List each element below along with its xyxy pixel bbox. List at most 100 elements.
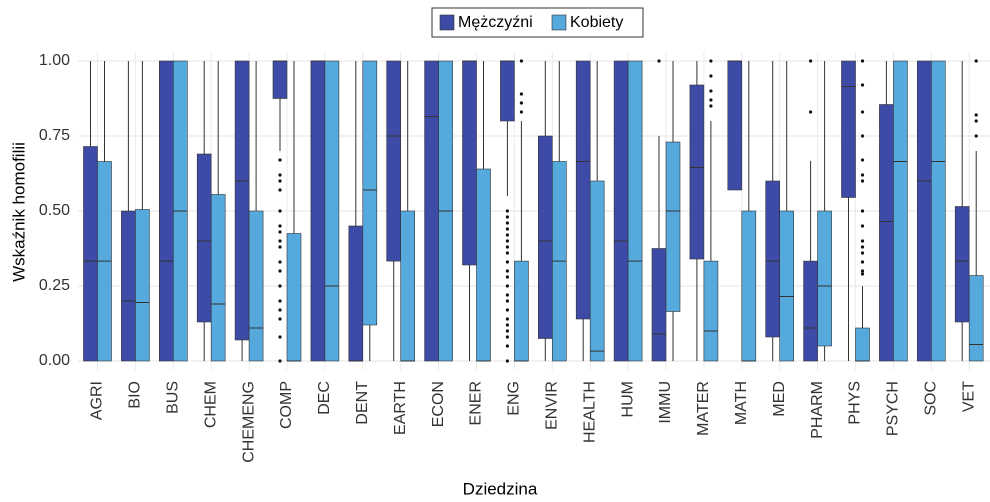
outlier [709,104,713,108]
outlier [709,74,713,78]
box [817,210,832,347]
box [400,210,416,362]
outlier [505,215,509,219]
outlier [505,308,509,312]
outlier [278,284,282,288]
box [135,209,150,362]
x-tick-label: PHYS [847,381,864,425]
outlier [278,230,282,234]
box [689,84,705,260]
outlier [505,275,509,279]
outlier [505,329,509,333]
outlier [278,335,282,339]
outlier [278,173,282,177]
box [500,60,515,122]
outlier [505,227,509,231]
box [83,146,98,362]
box [159,60,174,362]
box [703,260,719,362]
legend-label: Kobiety [570,14,623,31]
x-tick-label: DENT [354,381,371,425]
outlier [505,269,509,273]
box [234,60,250,341]
outlier [860,59,865,63]
y-tick-label: 0.25 [39,277,70,294]
y-tick-label: 1.00 [39,52,70,69]
box [613,60,629,362]
box [575,60,591,320]
x-tick-label: BUS [165,381,182,414]
box [210,194,226,362]
outlier [505,260,509,264]
box [310,60,326,362]
box [651,248,667,362]
box [916,60,932,362]
outlier [974,119,978,123]
box [537,135,553,339]
outlier [278,299,282,303]
box [121,210,136,362]
outlier [505,209,509,213]
box [386,60,402,262]
outlier [278,260,282,264]
box [248,210,264,362]
box [362,60,378,326]
outlier [505,239,509,243]
box [476,168,491,362]
x-tick-label: COMP [278,381,295,429]
x-tick-label: MATER [695,381,712,436]
y-tick-label: 0.75 [39,127,70,144]
box [514,260,529,362]
outlier [519,92,524,96]
outlier [278,188,282,192]
outlier [278,158,282,162]
x-tick-label: MATH [733,381,750,425]
outlier [278,308,282,312]
box [462,60,477,266]
box [627,60,643,362]
x-tick-label: SOC [923,381,940,416]
outlier [278,245,282,249]
box [348,225,364,362]
outlier [860,245,865,249]
outlier [278,359,282,363]
legend-box [431,7,644,38]
box [324,60,340,362]
outlier [505,245,509,249]
outlier [505,284,509,288]
outlier [519,59,524,63]
outlier [505,299,509,303]
box [779,210,795,362]
box [930,60,946,362]
x-tick-label: PHARM [809,381,826,439]
x-tick-label: DEC [316,381,333,415]
x-tick-label: AGRI [89,381,106,420]
y-tick-label: 0.00 [39,352,70,369]
outlier [505,335,509,339]
outlier [505,317,509,321]
x-tick-label: PSYCH [885,381,902,436]
box [879,104,894,362]
x-tick-label: ENG [506,381,523,416]
outlier [657,59,661,63]
outlier [505,293,509,297]
x-tick-label: BIO [127,381,144,409]
outlier [519,101,524,105]
outlier [860,83,865,87]
outlier [860,158,865,162]
outlier [860,251,865,255]
outlier [974,134,978,138]
legend-label: Mężczyźni [458,14,533,31]
outlier [709,89,713,93]
outlier [519,110,524,114]
outlier [505,344,509,348]
box [424,60,439,362]
outlier [974,113,978,117]
outlier [278,179,282,183]
outlier [860,260,865,264]
outlier [860,134,865,138]
outlier [974,59,978,63]
y-tick-label: 0.50 [39,202,70,219]
outlier [860,272,865,276]
